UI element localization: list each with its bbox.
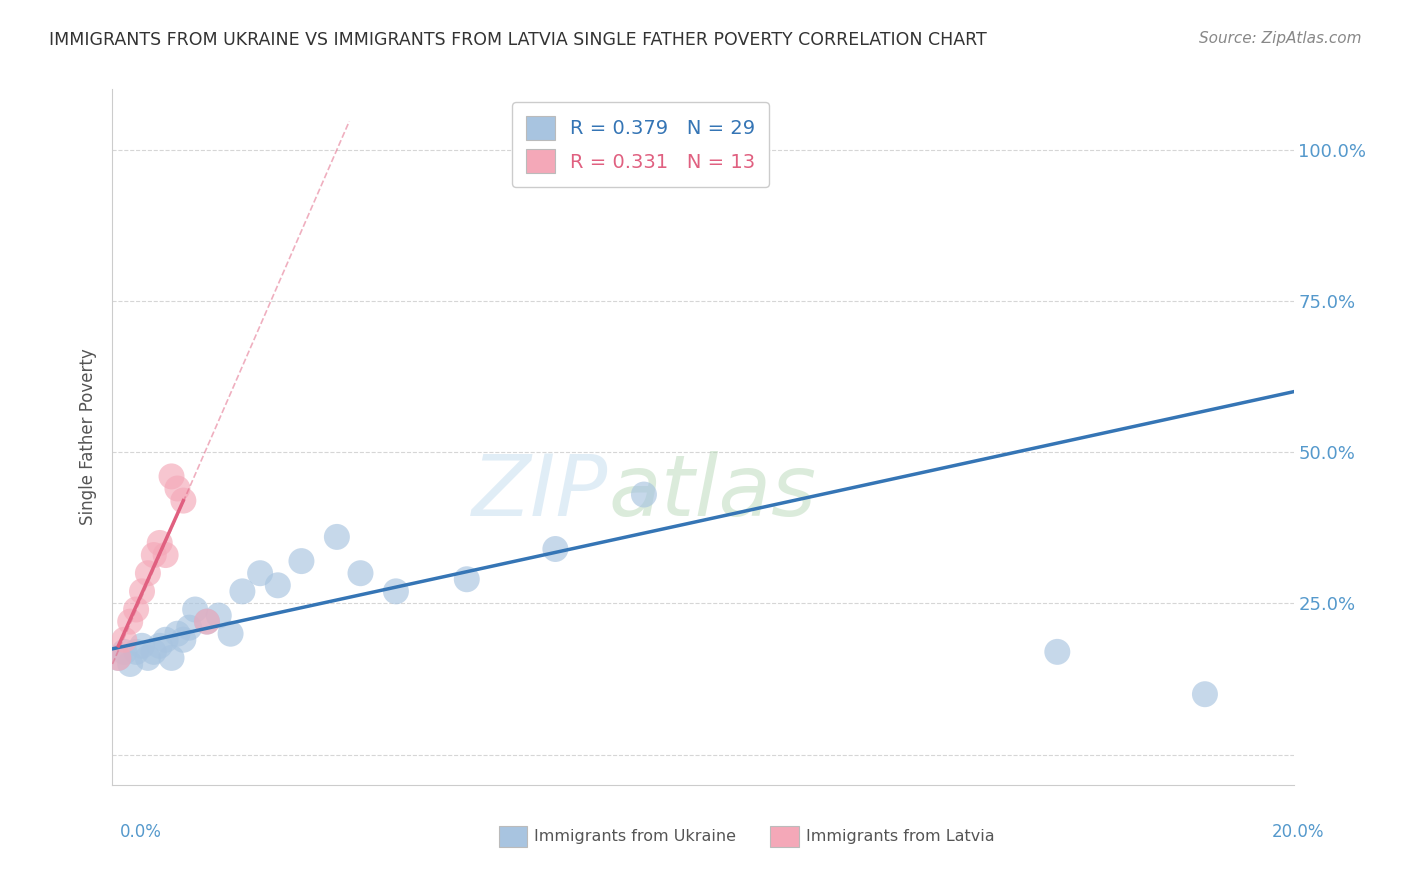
Point	[172, 632, 194, 647]
Y-axis label: Single Father Poverty: Single Father Poverty	[79, 349, 97, 525]
Point	[125, 602, 148, 616]
Point	[155, 548, 177, 562]
Point	[136, 566, 159, 581]
Point	[166, 626, 188, 640]
Point	[1194, 687, 1216, 701]
Point	[290, 554, 312, 568]
Point	[142, 548, 165, 562]
FancyBboxPatch shape	[770, 826, 799, 847]
Point	[155, 632, 177, 647]
Point	[208, 608, 231, 623]
Point	[166, 482, 188, 496]
Point	[172, 493, 194, 508]
Point	[142, 645, 165, 659]
Point	[184, 602, 207, 616]
Point	[136, 651, 159, 665]
Point	[112, 645, 135, 659]
Point	[249, 566, 271, 581]
Text: ZIP: ZIP	[472, 451, 609, 534]
Point	[195, 615, 218, 629]
Point	[385, 584, 408, 599]
Point	[267, 578, 290, 592]
Point	[160, 469, 183, 483]
Point	[107, 651, 129, 665]
Point	[125, 645, 148, 659]
Point	[149, 536, 172, 550]
Text: Immigrants from Ukraine: Immigrants from Ukraine	[534, 830, 737, 844]
Point	[107, 651, 129, 665]
Point	[1046, 645, 1069, 659]
Point	[633, 487, 655, 501]
Text: Source: ZipAtlas.com: Source: ZipAtlas.com	[1198, 31, 1361, 46]
Text: IMMIGRANTS FROM UKRAINE VS IMMIGRANTS FROM LATVIA SINGLE FATHER POVERTY CORRELAT: IMMIGRANTS FROM UKRAINE VS IMMIGRANTS FR…	[49, 31, 987, 49]
Point	[219, 626, 242, 640]
Point	[149, 639, 172, 653]
Text: atlas: atlas	[609, 451, 817, 534]
Point	[120, 657, 142, 671]
Point	[231, 584, 253, 599]
Point	[179, 621, 201, 635]
Text: Immigrants from Latvia: Immigrants from Latvia	[806, 830, 994, 844]
Point	[195, 615, 218, 629]
FancyBboxPatch shape	[499, 826, 527, 847]
Point	[160, 651, 183, 665]
Text: 20.0%: 20.0%	[1272, 822, 1324, 840]
Point	[120, 615, 142, 629]
Point	[349, 566, 371, 581]
Point	[112, 632, 135, 647]
Legend: R = 0.379   N = 29, R = 0.331   N = 13: R = 0.379 N = 29, R = 0.331 N = 13	[512, 103, 769, 186]
Point	[131, 584, 153, 599]
Point	[456, 572, 478, 586]
Point	[326, 530, 349, 544]
Point	[544, 541, 567, 556]
Point	[131, 639, 153, 653]
Text: 0.0%: 0.0%	[120, 822, 162, 840]
